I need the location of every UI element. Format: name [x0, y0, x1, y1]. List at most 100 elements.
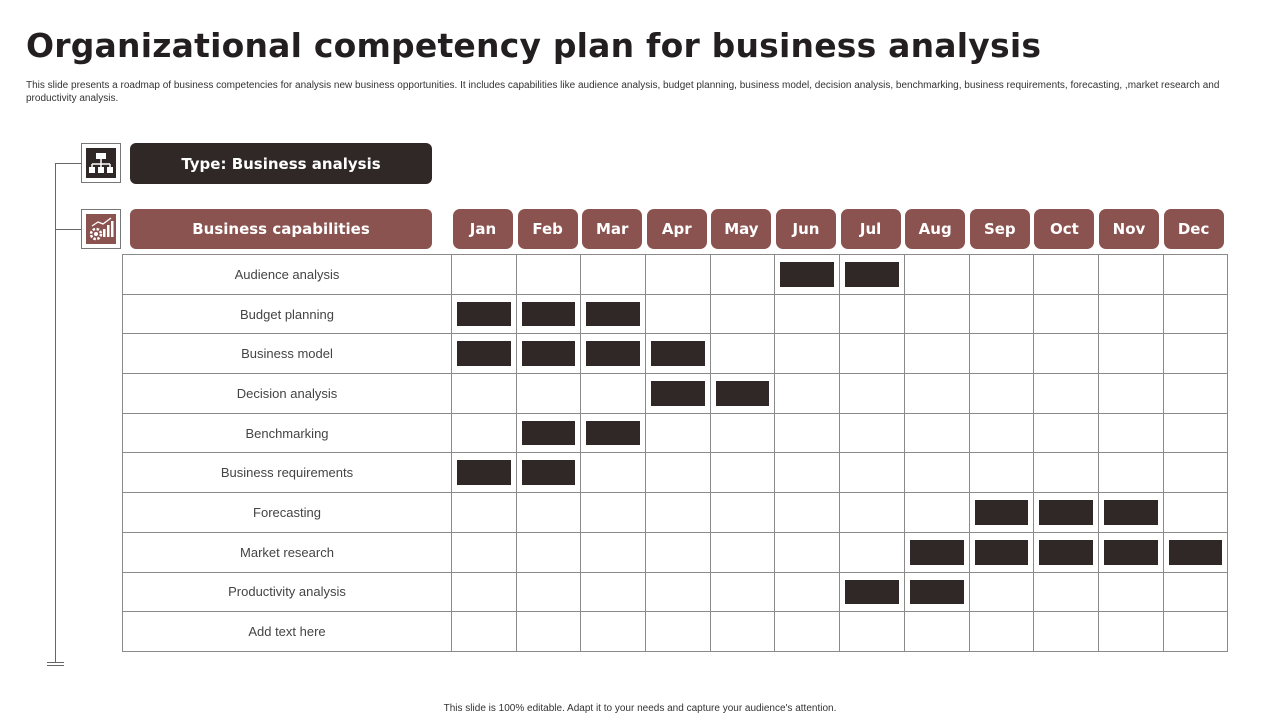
- cell-oct: [1033, 571, 1099, 613]
- cell-dec: [1162, 293, 1229, 335]
- cell-oct: [1033, 373, 1099, 414]
- capability-grid: Audience analysis Budget planning Business…: [122, 254, 1229, 652]
- activity-bar: [715, 381, 770, 406]
- cell-jul: [839, 254, 905, 295]
- month-header-nov: Nov: [1099, 209, 1159, 249]
- cell-nov: [1097, 611, 1164, 652]
- cell-feb: [515, 531, 582, 573]
- cell-oct: [1033, 452, 1099, 494]
- activity-bar: [1103, 539, 1158, 565]
- cell-nov: [1097, 333, 1164, 375]
- month-header-jan: Jan: [453, 209, 513, 249]
- row-label: Business model: [122, 333, 452, 375]
- cell-apr: [645, 611, 711, 652]
- cell-mar: [580, 373, 647, 414]
- connector-branch-capabilities: [55, 229, 82, 230]
- cell-aug: [903, 611, 970, 652]
- activity-bar: [586, 341, 641, 367]
- cell-feb: [515, 254, 582, 295]
- cell-mar: [580, 412, 647, 454]
- cell-mar: [580, 492, 647, 533]
- activity-bar: [909, 579, 964, 605]
- cell-aug: [903, 531, 970, 573]
- row-label: Productivity analysis: [122, 571, 452, 613]
- month-header-jul: Jul: [840, 209, 901, 249]
- month-header-dec: Dec: [1163, 209, 1224, 249]
- cell-apr: [645, 412, 711, 454]
- cell-jul: [839, 531, 905, 573]
- cell-apr: [645, 254, 711, 295]
- cell-jul: [839, 293, 905, 335]
- cell-apr: [645, 452, 711, 494]
- activity-bar: [586, 420, 641, 446]
- cell-apr: [645, 531, 711, 573]
- cell-sep: [968, 254, 1035, 295]
- cell-dec: [1162, 531, 1229, 573]
- cell-mar: [580, 531, 647, 573]
- activity-bar: [1039, 500, 1093, 525]
- cell-jul: [839, 452, 905, 494]
- cell-jun: [774, 571, 841, 613]
- cell-aug: [903, 254, 970, 295]
- capabilities-icon-box: [81, 209, 121, 249]
- cell-feb: [515, 611, 582, 652]
- cell-jan: [451, 571, 517, 613]
- activity-bar: [845, 579, 899, 605]
- cell-jan: [451, 412, 517, 454]
- cell-sep: [968, 373, 1035, 414]
- cell-jan: [451, 452, 517, 494]
- table-row: Add text here: [122, 611, 1229, 652]
- cell-jun: [774, 373, 841, 414]
- cell-feb: [515, 492, 582, 533]
- cell-jun: [774, 611, 841, 652]
- cell-mar: [580, 452, 647, 494]
- activity-bar: [845, 262, 899, 287]
- month-header-jun: Jun: [776, 209, 836, 249]
- cell-dec: [1162, 412, 1229, 454]
- cell-jun: [774, 412, 841, 454]
- row-label: Forecasting: [122, 492, 452, 533]
- cell-jan: [451, 373, 517, 414]
- row-label: Add text here: [122, 611, 452, 652]
- row-label: Market research: [122, 531, 452, 573]
- cell-aug: [903, 571, 970, 613]
- cell-feb: [515, 333, 582, 375]
- activity-bar: [521, 460, 576, 486]
- cell-jun: [774, 492, 841, 533]
- cell-may: [709, 531, 776, 573]
- cell-oct: [1033, 531, 1099, 573]
- cell-aug: [903, 333, 970, 375]
- cell-oct: [1033, 611, 1099, 652]
- footer-note: This slide is 100% editable. Adapt it to…: [443, 703, 837, 714]
- cell-dec: [1162, 333, 1229, 375]
- cell-apr: [645, 571, 711, 613]
- cell-jan: [451, 492, 517, 533]
- cell-aug: [903, 492, 970, 533]
- table-row: Forecasting: [122, 492, 1229, 533]
- cell-jul: [839, 412, 905, 454]
- page-title: Organizational competency plan for busin…: [26, 26, 1042, 65]
- cell-oct: [1033, 333, 1099, 375]
- cell-jul: [839, 333, 905, 375]
- month-header-aug: Aug: [905, 209, 966, 249]
- cell-jul: [839, 373, 905, 414]
- page-subtitle: This slide presents a roadmap of busines…: [26, 80, 1220, 104]
- cell-aug: [903, 373, 970, 414]
- connector-base-line: [47, 665, 64, 666]
- cell-aug: [903, 452, 970, 494]
- cell-sep: [968, 333, 1035, 375]
- cell-dec: [1162, 492, 1229, 533]
- cell-jul: [839, 571, 905, 613]
- cell-nov: [1097, 492, 1164, 533]
- cell-nov: [1097, 373, 1164, 414]
- activity-bar: [909, 539, 964, 565]
- activity-bar: [521, 420, 576, 446]
- cell-may: [709, 492, 776, 533]
- cell-sep: [968, 293, 1035, 335]
- cell-feb: [515, 452, 582, 494]
- cell-may: [709, 333, 776, 375]
- cell-jan: [451, 333, 517, 375]
- cell-apr: [645, 492, 711, 533]
- activity-bar: [586, 301, 641, 327]
- cell-aug: [903, 293, 970, 335]
